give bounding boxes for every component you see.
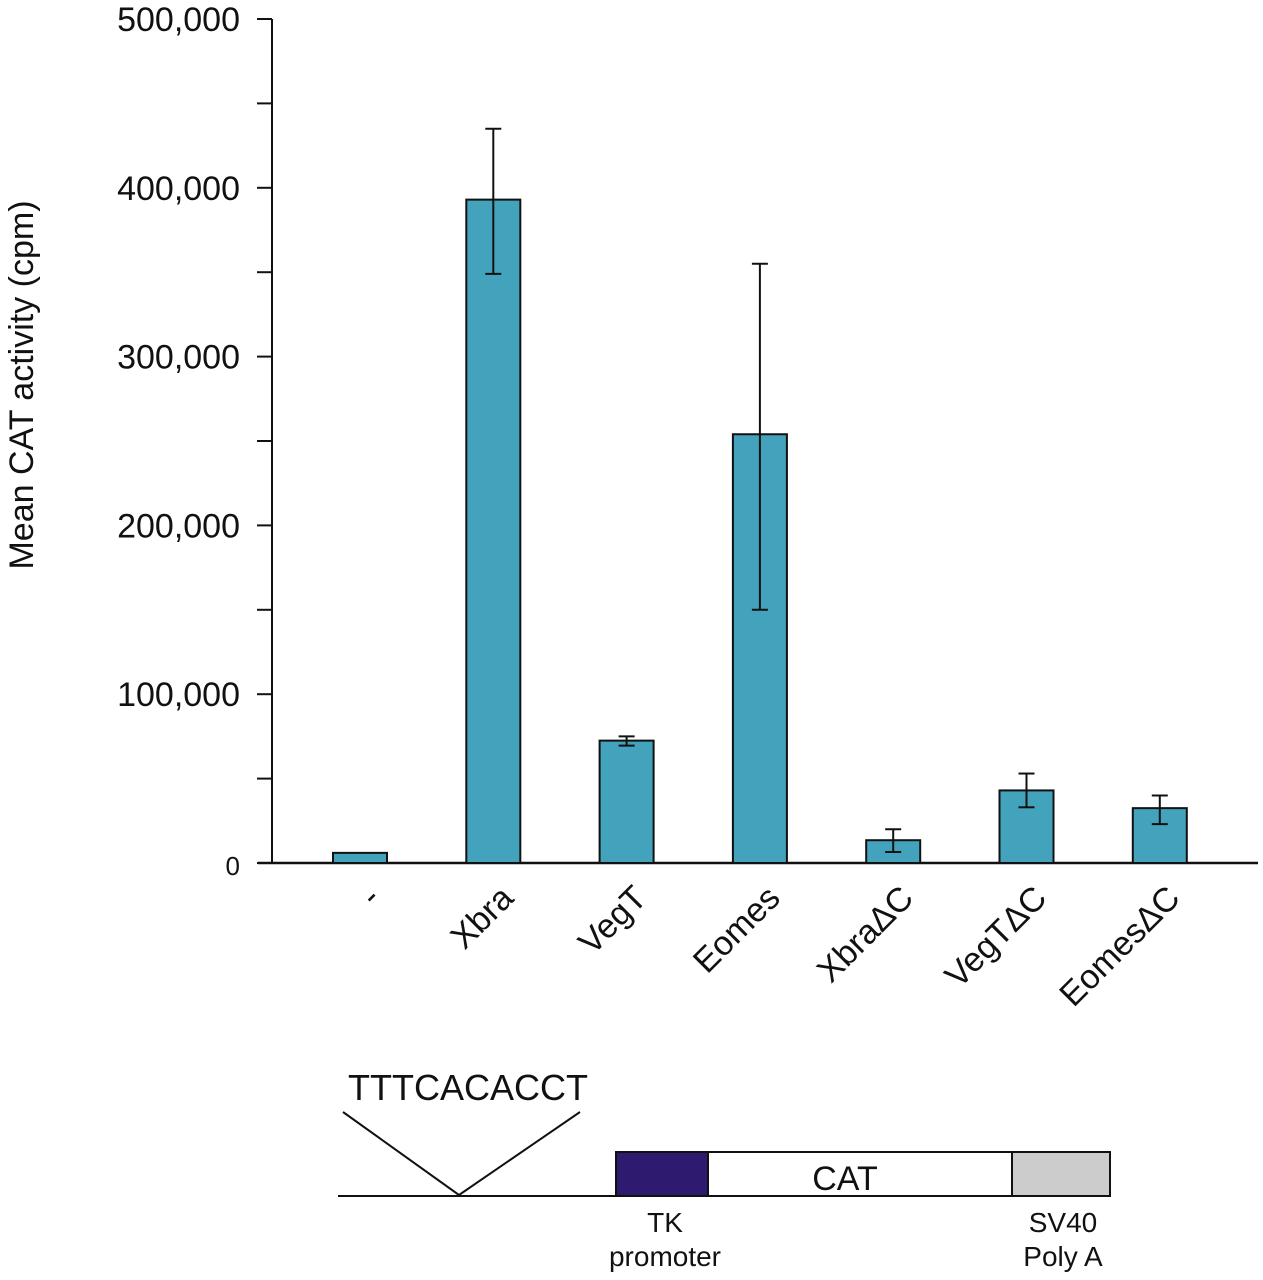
y-tick-label: 0 (226, 851, 240, 881)
insert-line-right (458, 1111, 581, 1196)
x-tick-label: Eomes (686, 879, 788, 981)
x-tick-label: EomesΔC (1052, 879, 1187, 1014)
sv40-label-polya: Poly A (1023, 1241, 1103, 1272)
sv40-polya-box (1011, 1151, 1111, 1197)
cat-label: CAT (812, 1160, 877, 1198)
construct-diagram: TTTCACACCT CAT TK promoter SV40 Poly A (338, 1067, 1111, 1272)
y-axis-label: Mean CAT activity (cpm) (3, 200, 41, 569)
cat-box (707, 1151, 1013, 1197)
axes: 0 100,000 200,000 300,000 400,000 500,000 (117, 1, 1258, 881)
bar-1 (465, 198, 522, 864)
y-tick-label: 200,000 (117, 507, 240, 545)
x-tick-label: VegT (571, 879, 654, 962)
tk-label-promoter: promoter (609, 1241, 721, 1272)
tk-label: TK (647, 1207, 683, 1238)
bar-2 (598, 739, 655, 864)
x-tick-label: Xbra (443, 879, 521, 957)
y-tick-label: 400,000 (117, 170, 240, 208)
y-tick-label: 100,000 (117, 676, 240, 714)
sv40-label: SV40 (1029, 1207, 1098, 1238)
insert-sequence: TTTCACACCT (348, 1067, 588, 1108)
bar-0 (332, 851, 388, 865)
x-tick-label: XbraΔC (810, 879, 921, 990)
insert-line-left (342, 1111, 460, 1196)
tk-promoter-box (615, 1151, 709, 1197)
x-tick-label: VegTΔC (938, 879, 1054, 995)
x-tick-label: - (353, 879, 388, 914)
y-tick-label: 500,000 (117, 1, 240, 39)
y-tick-label: 300,000 (117, 339, 240, 377)
